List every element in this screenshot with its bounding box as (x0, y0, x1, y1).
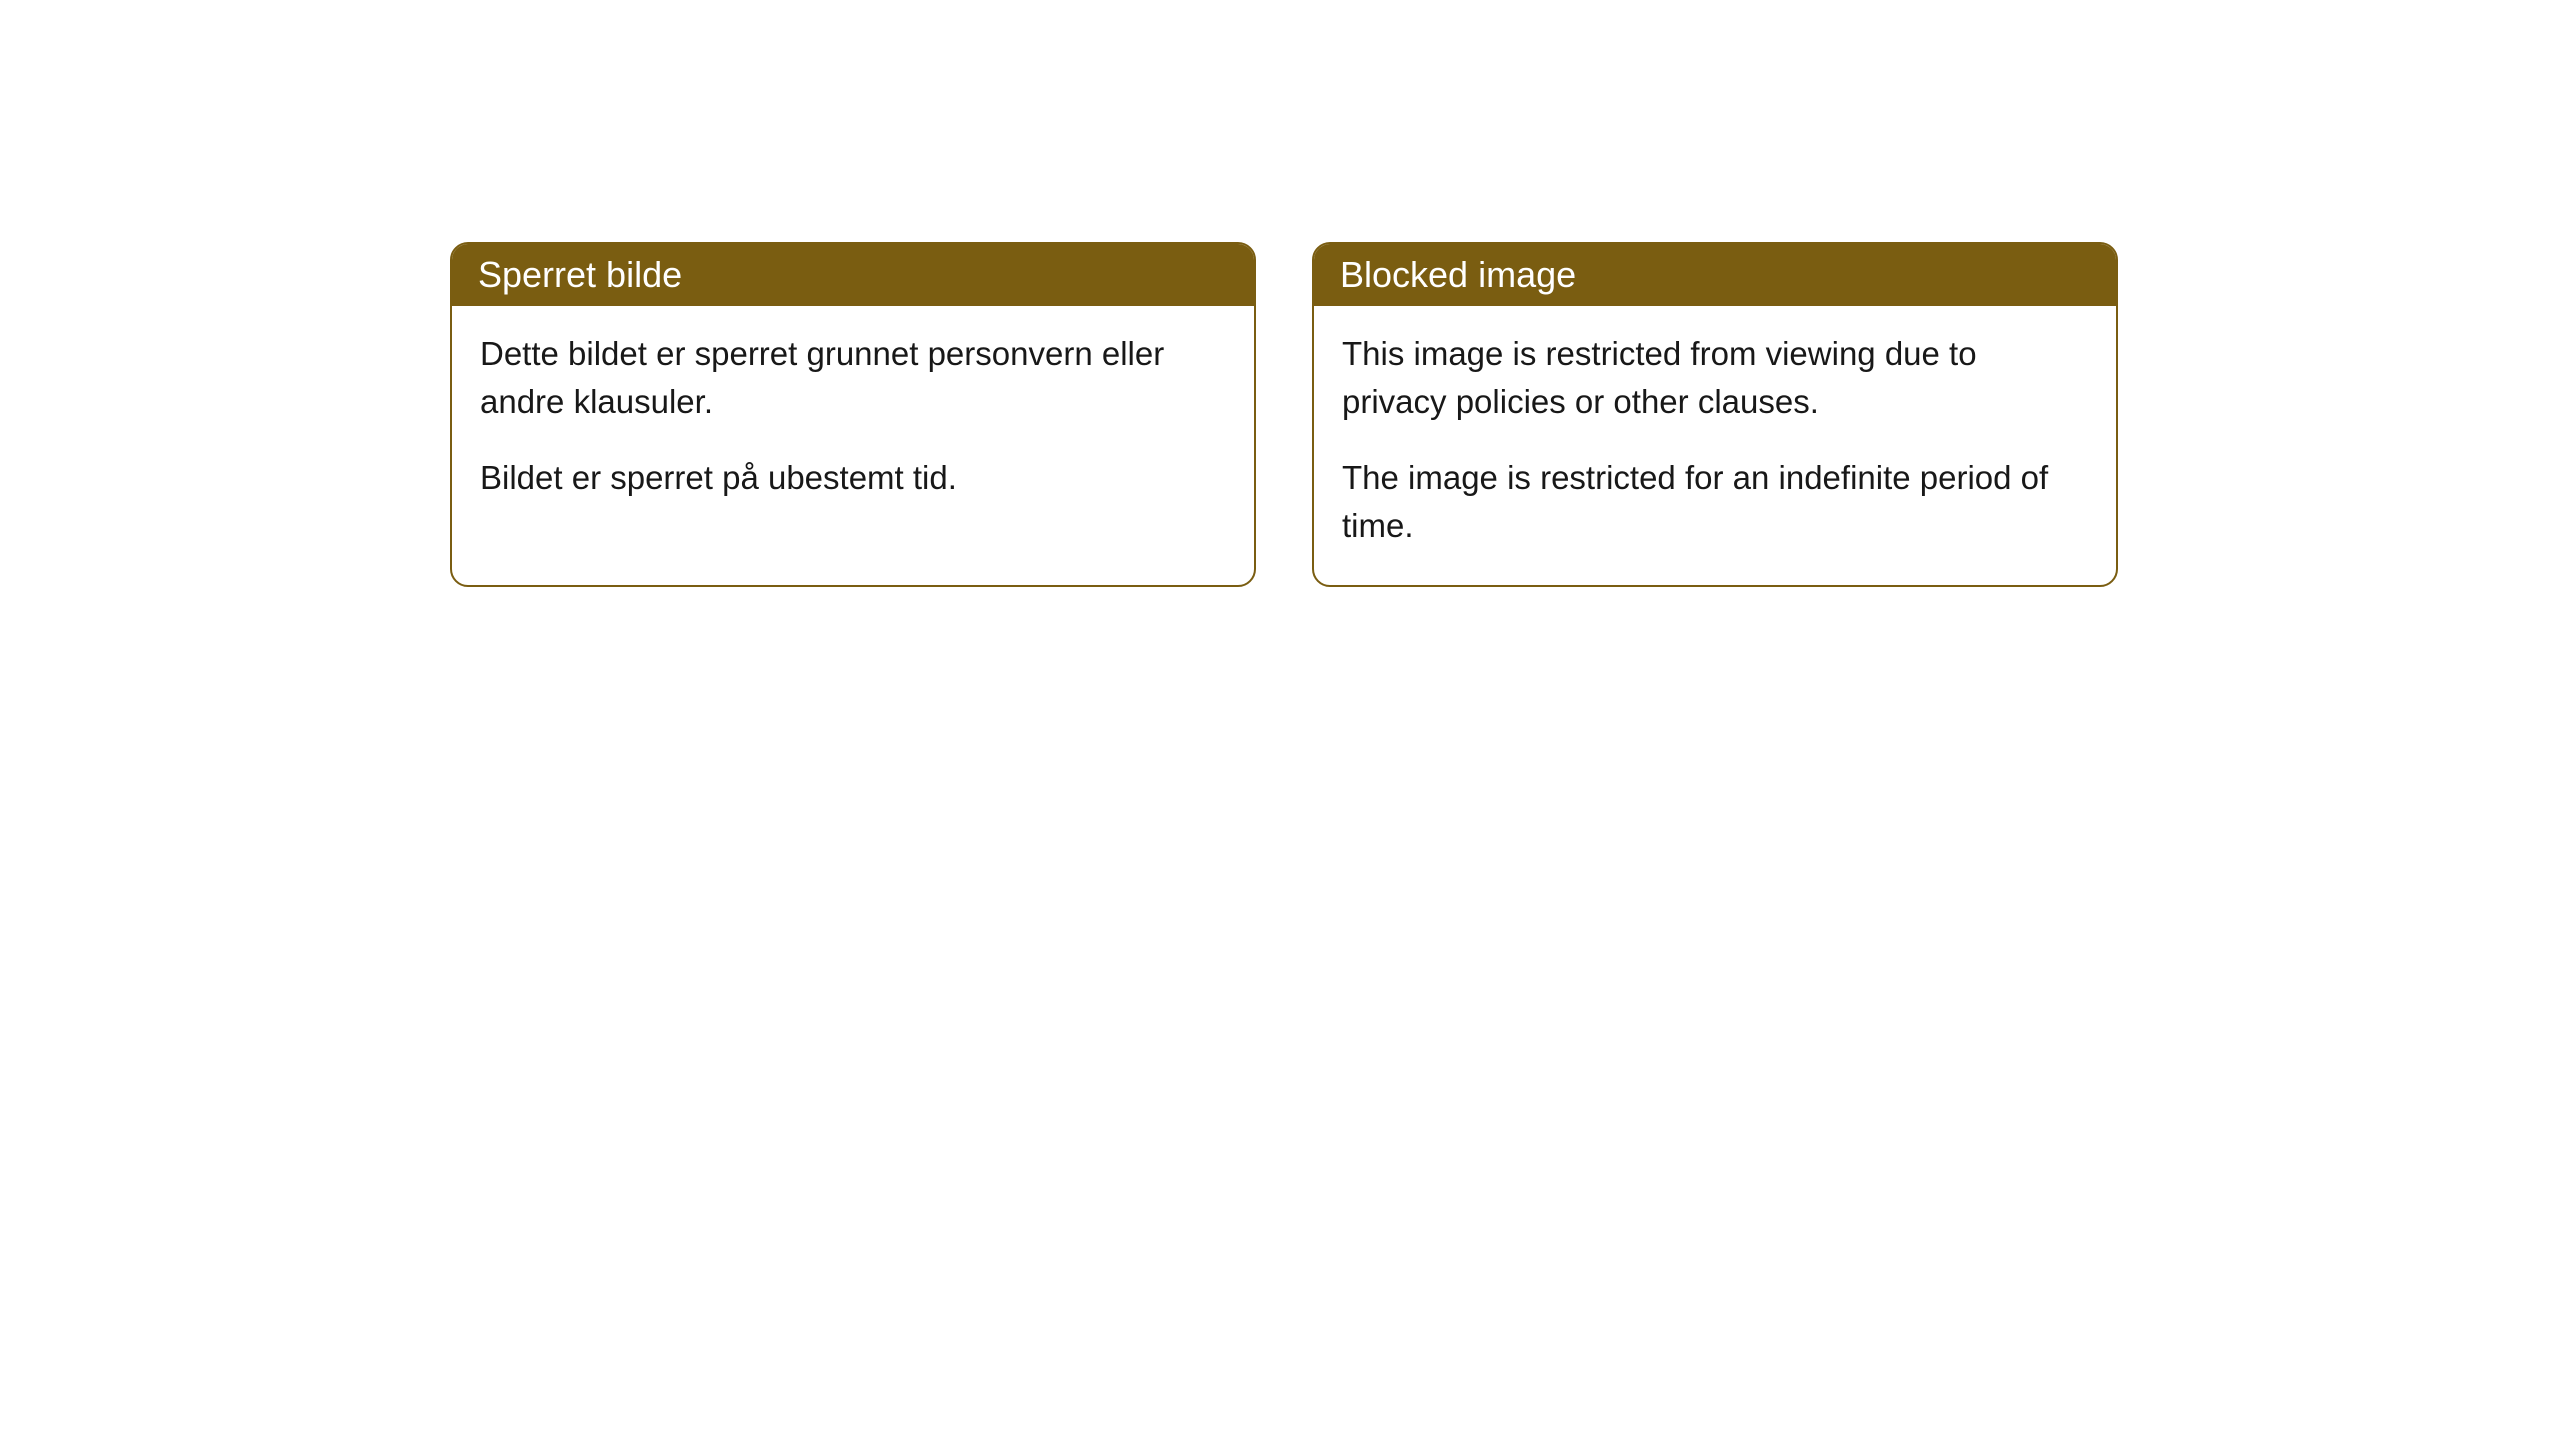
notice-header-english: Blocked image (1314, 244, 2116, 306)
notice-body-english: This image is restricted from viewing du… (1314, 306, 2116, 585)
notice-paragraph: The image is restricted for an indefinit… (1342, 454, 2088, 550)
notice-body-norwegian: Dette bildet er sperret grunnet personve… (452, 306, 1254, 538)
notice-paragraph: This image is restricted from viewing du… (1342, 330, 2088, 426)
notice-paragraph: Bildet er sperret på ubestemt tid. (480, 454, 1226, 502)
notice-paragraph: Dette bildet er sperret grunnet personve… (480, 330, 1226, 426)
notice-container: Sperret bilde Dette bildet er sperret gr… (0, 0, 2560, 587)
notice-card-english: Blocked image This image is restricted f… (1312, 242, 2118, 587)
notice-card-norwegian: Sperret bilde Dette bildet er sperret gr… (450, 242, 1256, 587)
notice-title: Sperret bilde (478, 254, 682, 295)
notice-header-norwegian: Sperret bilde (452, 244, 1254, 306)
notice-title: Blocked image (1340, 254, 1576, 295)
